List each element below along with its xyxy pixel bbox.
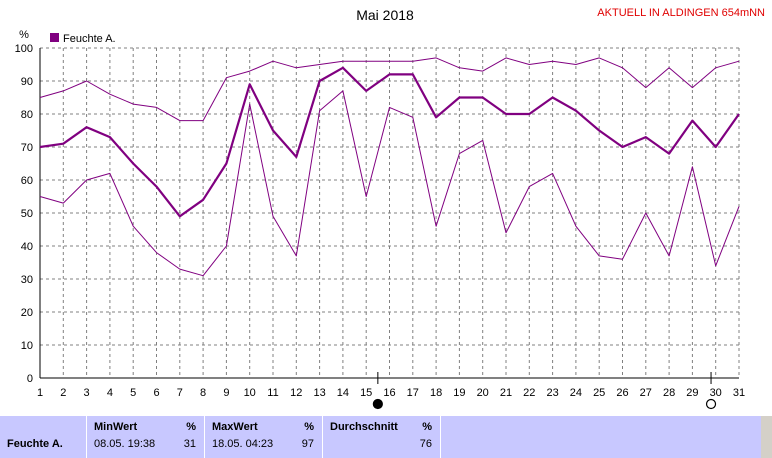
y-tick-label: 100 bbox=[15, 43, 33, 55]
avg-header: Durchschnitt bbox=[330, 421, 398, 433]
x-tick-label: 11 bbox=[267, 387, 278, 399]
stats-row-label-cell: Feuchte A. bbox=[0, 416, 87, 458]
x-tick-label: 10 bbox=[244, 387, 256, 399]
new-moon-icon bbox=[372, 398, 383, 410]
min-value: 31 bbox=[183, 438, 196, 450]
location-label: AKTUELL IN ALDINGEN 654mNN bbox=[597, 7, 765, 19]
x-tick-label: 17 bbox=[407, 387, 419, 399]
x-tick-label: 21 bbox=[500, 387, 512, 399]
moon-markers bbox=[372, 372, 717, 410]
chart-series bbox=[39, 57, 740, 277]
max-value: 97 bbox=[301, 438, 314, 450]
x-tick-label: 20 bbox=[477, 387, 489, 399]
stats-empty-cell bbox=[441, 416, 761, 458]
min-header: MinWert bbox=[94, 421, 138, 433]
x-tick-label: 19 bbox=[453, 387, 465, 399]
y-unit-label: % bbox=[19, 29, 29, 41]
humidity-chart: Mai 2018 AKTUELL IN ALDINGEN 654mNN % Fe… bbox=[0, 0, 772, 416]
stats-min-cell: MinWert % 08.05. 19:38 31 bbox=[87, 416, 205, 458]
stats-row-label: Feuchte A. bbox=[7, 438, 63, 450]
x-tick-label: 16 bbox=[383, 387, 395, 399]
y-tick-label: 10 bbox=[21, 340, 33, 352]
x-tick-label: 3 bbox=[84, 387, 90, 399]
x-tick-label: 9 bbox=[223, 387, 229, 399]
min-date: 08.05. 19:38 bbox=[94, 438, 156, 450]
series-line-min bbox=[39, 90, 740, 277]
stats-bar: Feuchte A. MinWert % 08.05. 19:38 31 Max… bbox=[0, 416, 772, 458]
legend-label: Feuchte A. bbox=[63, 33, 116, 45]
legend-swatch bbox=[50, 33, 59, 42]
y-tick-label: 30 bbox=[21, 274, 33, 286]
x-tick-label: 24 bbox=[570, 387, 582, 399]
max-header: MaxWert bbox=[212, 421, 258, 433]
x-tick-label: 30 bbox=[710, 387, 722, 399]
x-tick-label: 23 bbox=[546, 387, 558, 399]
x-tick-label: 25 bbox=[593, 387, 605, 399]
x-tick-label: 6 bbox=[153, 387, 159, 399]
x-tick-label: 13 bbox=[313, 387, 325, 399]
x-tick-label: 29 bbox=[686, 387, 698, 399]
y-tick-label: 80 bbox=[21, 109, 33, 121]
y-tick-label: 40 bbox=[21, 241, 33, 253]
min-unit: % bbox=[186, 421, 196, 433]
y-tick-label: 60 bbox=[21, 175, 33, 187]
max-date: 18.05. 04:23 bbox=[212, 438, 274, 450]
x-tick-label: 27 bbox=[640, 387, 652, 399]
avg-unit: % bbox=[422, 421, 432, 433]
y-tick-label: 50 bbox=[21, 208, 33, 220]
series-line-max bbox=[39, 57, 740, 122]
y-tick-label: 0 bbox=[27, 373, 33, 385]
y-tick-label: 90 bbox=[21, 76, 33, 88]
chart-background bbox=[0, 0, 772, 416]
x-tick-label: 18 bbox=[430, 387, 442, 399]
x-tick-label: 2 bbox=[60, 387, 66, 399]
x-tick-label: 15 bbox=[360, 387, 372, 399]
series-line-average bbox=[39, 66, 740, 218]
x-tick-label: 31 bbox=[733, 387, 745, 399]
chart-title: Mai 2018 bbox=[356, 7, 414, 23]
x-tick-label: 8 bbox=[200, 387, 206, 399]
x-tick-label: 28 bbox=[663, 387, 675, 399]
x-tick-label: 7 bbox=[177, 387, 183, 399]
avg-value: 76 bbox=[419, 438, 432, 450]
max-unit: % bbox=[304, 421, 314, 433]
full-moon-icon bbox=[705, 398, 717, 410]
x-tick-label: 26 bbox=[616, 387, 628, 399]
x-tick-label: 5 bbox=[130, 387, 136, 399]
x-tick-label: 4 bbox=[107, 387, 113, 399]
y-tick-label: 20 bbox=[21, 307, 33, 319]
x-tick-label: 22 bbox=[523, 387, 535, 399]
y-tick-label: 70 bbox=[21, 142, 33, 154]
x-tick-label: 1 bbox=[37, 387, 43, 399]
stats-max-cell: MaxWert % 18.05. 04:23 97 bbox=[205, 416, 323, 458]
x-tick-label: 14 bbox=[337, 387, 349, 399]
x-tick-label: 12 bbox=[290, 387, 302, 399]
stats-avg-cell: Durchschnitt % 76 bbox=[323, 416, 441, 458]
